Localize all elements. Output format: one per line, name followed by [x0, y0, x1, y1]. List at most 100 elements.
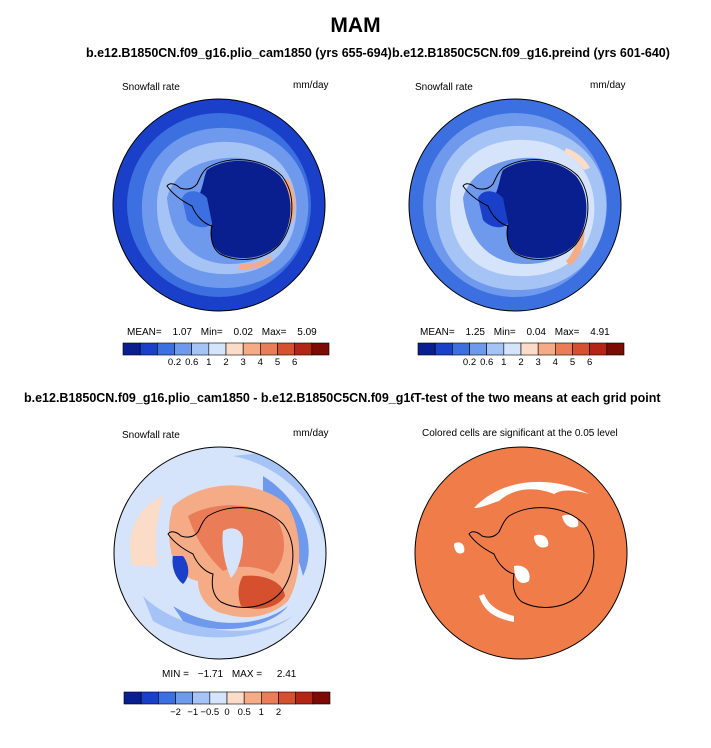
panel1-antarctica-interior — [197, 160, 291, 259]
panel1-colorbar-tick-label: 6 — [292, 357, 298, 368]
panel1-colorbar-tick-label: 1 — [206, 357, 212, 368]
panel1-colorbar-swatch — [311, 342, 330, 356]
panel3-map — [113, 446, 327, 660]
panel1-colorbar-tick-label: 0.2 — [167, 357, 182, 368]
panel2-colorbar-swatch — [503, 342, 522, 356]
panel1-colorbar-tick-label: 3 — [240, 357, 246, 368]
panel4-map-border — [414, 446, 628, 660]
panel1-colorbar-swatch — [208, 342, 227, 356]
panel1-title: b.e12.B1850CN.f09_g16.plio_cam1850 (yrs … — [86, 46, 392, 60]
panel3-colorbar-swatch — [261, 691, 279, 705]
panel2-colorbar-tick-label: 6 — [587, 357, 593, 368]
panel3-colorbar-tick-label: −2 — [170, 707, 181, 718]
panel1-colorbar-swatch — [277, 342, 295, 356]
panel1-colorbar-tick-label: 0.6 — [185, 357, 199, 368]
panel4-insignificant-southwest — [479, 594, 514, 622]
figure-title: MAM — [330, 14, 381, 37]
panel3-colorbar-tick-label: 1 — [258, 707, 264, 718]
panel2-map — [408, 98, 622, 312]
panel2-units-label: mm/day — [590, 80, 626, 91]
panel2-min-label: Min= — [493, 327, 516, 338]
panel1-min-label: Min= — [200, 327, 223, 338]
panel2-colorbar-swatch — [537, 342, 556, 356]
panel3-units-label: mm/day — [293, 428, 329, 439]
panel3-west-blue — [172, 556, 189, 584]
panel2-title: b.e12.B1850C5CN.f09_g16.preind (yrs 601-… — [392, 46, 670, 60]
panel3-colorbar-tick-label: −0.5 — [200, 707, 220, 718]
panel1-colorbar-swatch — [191, 342, 210, 356]
panel2-variable-label: Snowfall rate — [415, 82, 473, 93]
panel1-colorbar-ticks: 0.2 0.6 1 2 3 4 5 6 — [123, 357, 329, 371]
panel4-insignificant-center — [514, 565, 530, 584]
panel3-colorbar-swatch — [192, 691, 211, 705]
panel2-colorbar-swatch — [589, 342, 608, 356]
panel2-colorbar — [417, 342, 625, 356]
panel1-mean-value: 1.07 — [172, 327, 192, 338]
panel4-insignificant-interior — [534, 534, 549, 548]
panel2-colorbar-tick-label: 2 — [518, 357, 524, 368]
panel3-colorbar-swatch — [209, 691, 228, 705]
panel4-note: Colored cells are significant at the 0.0… — [422, 428, 618, 439]
panel1-colorbar-swatch — [157, 342, 175, 356]
panel2-colorbar-swatch — [486, 342, 505, 356]
panel1-map — [112, 98, 326, 312]
panel1-colorbar-swatch — [122, 342, 141, 356]
panel3-colorbar-tick-label: 0.5 — [237, 707, 251, 718]
panel3-colorbar-tick-label: 2 — [275, 707, 282, 718]
panel3-colorbar-swatch — [295, 691, 314, 705]
panel3-colorbar-tick-label: −1 — [187, 707, 199, 718]
panel1-colorbar — [122, 342, 330, 356]
panel3-stats: MIN = −1.71 MAX = 2.41 — [162, 669, 296, 680]
panel1-colorbar-tick-label: 2 — [223, 357, 229, 368]
panel2-colorbar-swatch — [520, 342, 539, 356]
panel2-map-border — [408, 98, 622, 312]
panel1-colorbar-swatch — [242, 342, 261, 356]
panel1-coastline — [166, 159, 293, 260]
panel2-colorbar-swatch — [434, 342, 453, 356]
panel1-colorbar-swatch — [260, 342, 278, 356]
panel4-insignificant-west — [454, 542, 465, 554]
panel3-west-pink — [129, 496, 163, 566]
panel3-south-blue — [173, 606, 288, 630]
panel4-significant-area — [415, 447, 627, 659]
panel3-max-value: 2.41 — [276, 669, 297, 680]
panel1-mean-label: MEAN= — [127, 327, 162, 338]
panel3-colorbar-swatch — [278, 691, 296, 705]
panel3-min-value: −1.71 — [197, 669, 224, 680]
panel2-coastline — [462, 159, 589, 260]
panel3-east-red — [238, 575, 285, 609]
panel1-min-value: 0.02 — [233, 327, 253, 338]
panel3-colorbar — [123, 691, 331, 705]
panel2-antarctica-interior — [493, 160, 587, 259]
panel2-colorbar-tick-label: 0.2 — [462, 357, 477, 368]
panel1-max-label: Max= — [261, 327, 287, 338]
panel2-min-value: 0.04 — [526, 327, 546, 338]
panel3-south-light — [143, 596, 293, 638]
panel1-colorbar-tick-label: 5 — [274, 357, 281, 368]
panel3-colorbar-tick-label: 0 — [224, 707, 230, 718]
panel2-mean-value: 1.25 — [465, 327, 485, 338]
panel3-min-label: MIN = — [162, 669, 189, 680]
panel2-colorbar-tick-label: 4 — [552, 357, 558, 368]
panel1-colorbar-swatch — [225, 342, 244, 356]
panel4-coastline — [468, 507, 595, 608]
panel2-colorbar-ticks: 0.2 0.6 1 2 3 4 5 6 — [418, 357, 624, 371]
panel1-map-border — [112, 98, 326, 312]
panel2-coast-high-north — [564, 148, 590, 170]
panel2-mean-label: MEAN= — [420, 327, 455, 338]
panel1-colorbar-swatch — [139, 342, 158, 356]
panel3-colorbar-swatch — [158, 691, 176, 705]
panel2-colorbar-swatch — [572, 342, 590, 356]
panel2-colorbar-tick-label: 3 — [535, 357, 541, 368]
panel4-insignificant-north — [474, 481, 589, 508]
panel1-colorbar-swatch — [294, 342, 313, 356]
panel3-colorbar-ticks: −2 −1 −0.5 0 0.5 1 2 — [124, 707, 330, 721]
panel4-insignificant-east — [562, 514, 579, 528]
panel2-colorbar-swatch — [452, 342, 470, 356]
panel3-interior-cool — [222, 528, 243, 578]
panel1-variable-label: Snowfall rate — [122, 82, 180, 93]
panel2-colorbar-swatch — [469, 342, 487, 356]
panel3-coastline — [167, 507, 294, 608]
panel2-colorbar-swatch — [417, 342, 436, 356]
panel3-colorbar-swatch — [226, 691, 245, 705]
